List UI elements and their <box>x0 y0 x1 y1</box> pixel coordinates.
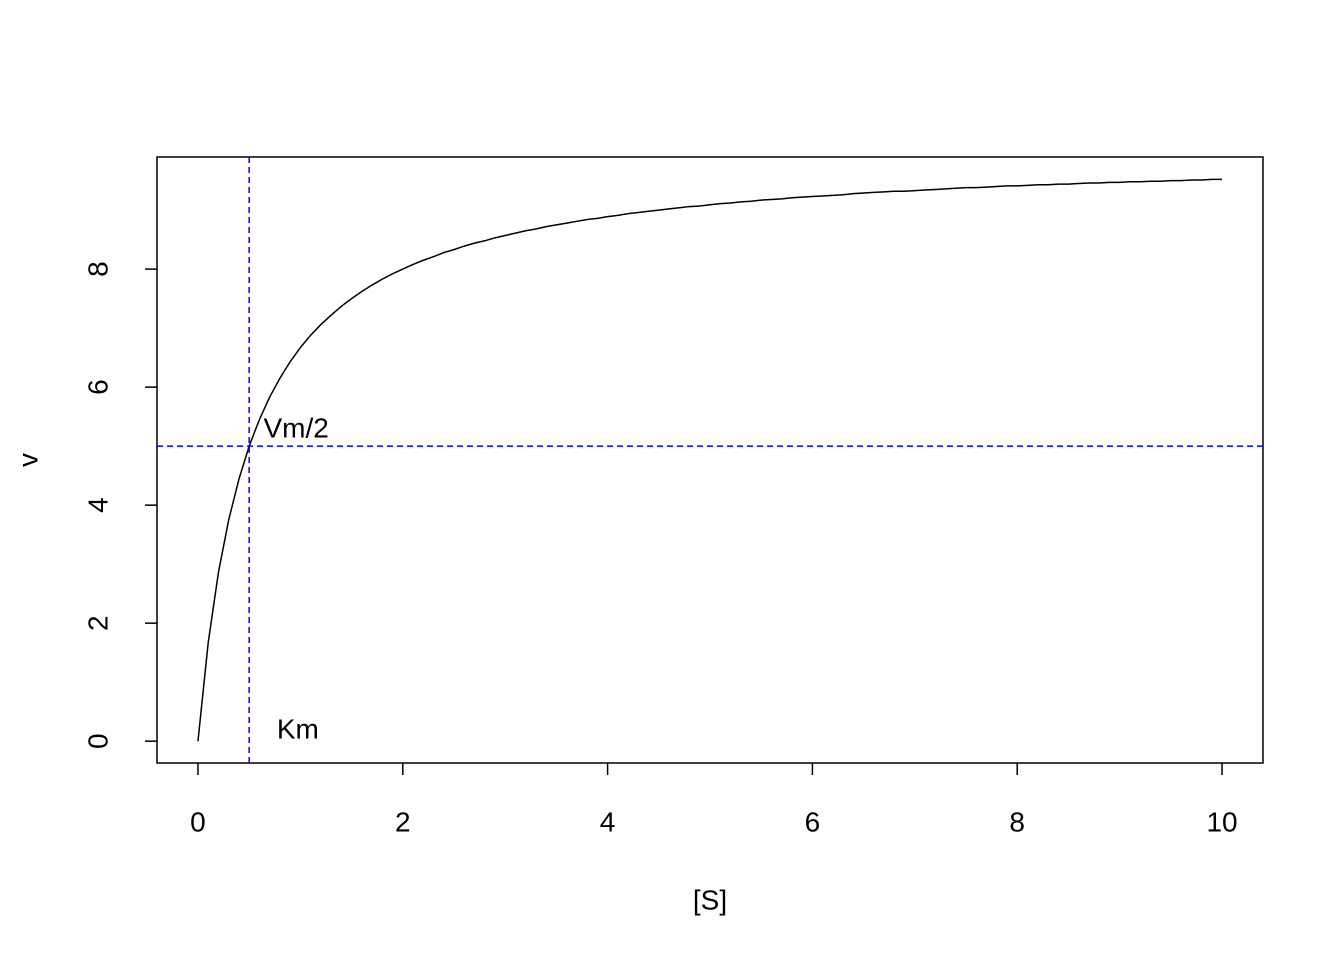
y-axis-label: v <box>12 453 43 467</box>
x-tick-label: 2 <box>395 806 411 837</box>
x-tick-label: 8 <box>1009 806 1025 837</box>
plot-box <box>156 156 1264 764</box>
y-tick-label: 8 <box>82 261 113 277</box>
x-axis-label: [S] <box>693 884 727 915</box>
annotation: Km <box>277 714 319 745</box>
y-tick-label: 4 <box>82 497 113 513</box>
x-tick-label: 6 <box>805 806 821 837</box>
x-tick-label: 4 <box>600 806 616 837</box>
x-tick-label: 10 <box>1206 806 1237 837</box>
curve <box>197 178 1223 742</box>
x-tick-label: 0 <box>190 806 206 837</box>
annotation: Vm/2 <box>264 413 329 444</box>
y-tick-label: 2 <box>82 615 113 631</box>
y-tick-label: 6 <box>82 379 113 395</box>
y-tick-label: 0 <box>82 733 113 749</box>
